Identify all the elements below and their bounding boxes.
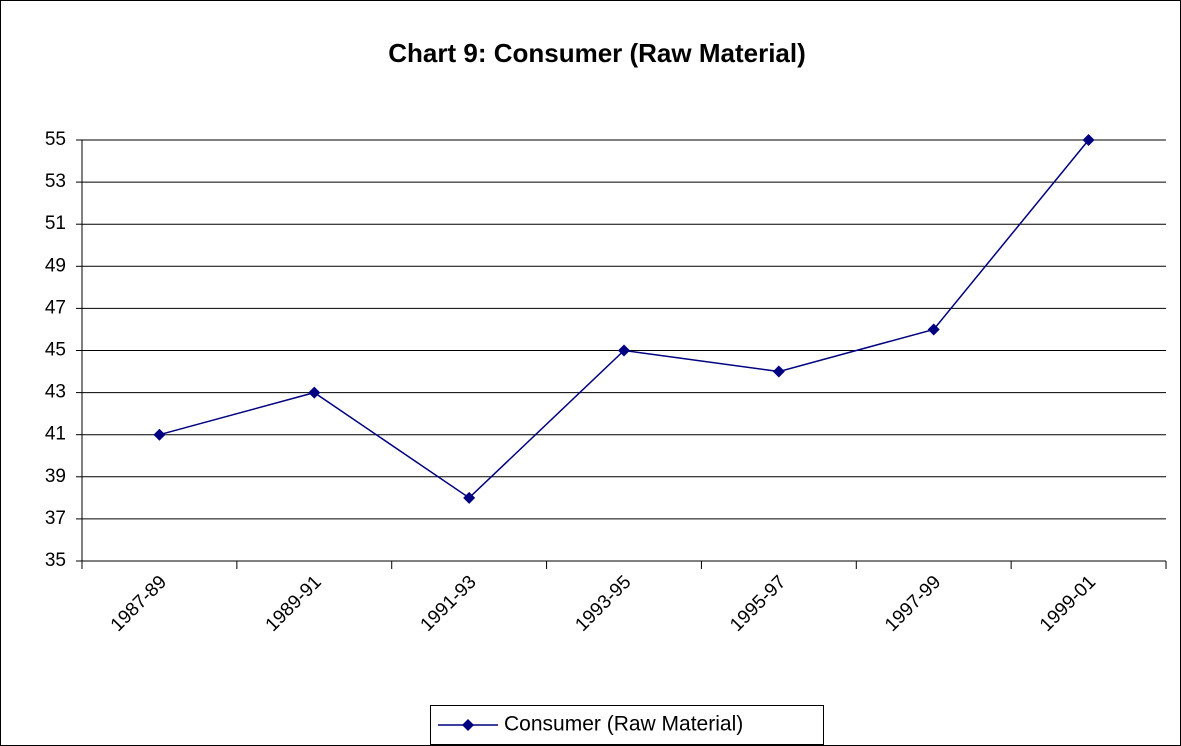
marker xyxy=(927,323,940,336)
marker xyxy=(153,428,166,441)
y-tick-label: 55 xyxy=(45,129,66,150)
y-tick-label: 37 xyxy=(45,508,66,529)
y-tick-label: 49 xyxy=(45,255,66,276)
marker xyxy=(772,365,785,378)
y-tick-label: 39 xyxy=(45,466,66,487)
y-tick-label: 43 xyxy=(45,382,66,403)
y-tick-label: 35 xyxy=(45,550,66,571)
y-tick-label: 51 xyxy=(45,213,66,234)
marker xyxy=(618,344,630,357)
marker xyxy=(463,491,476,504)
chart-title: Chart 9: Consumer (Raw Material) xyxy=(388,38,806,68)
y-tick-label: 41 xyxy=(45,424,66,445)
y-tick-label: 47 xyxy=(45,297,66,318)
y-tick-label: 45 xyxy=(45,340,66,361)
marker xyxy=(308,386,321,399)
marker xyxy=(1082,134,1095,146)
legend-marker xyxy=(462,719,474,731)
legend-label: Consumer (Raw Material) xyxy=(504,713,743,736)
y-tick-label: 53 xyxy=(45,171,66,192)
